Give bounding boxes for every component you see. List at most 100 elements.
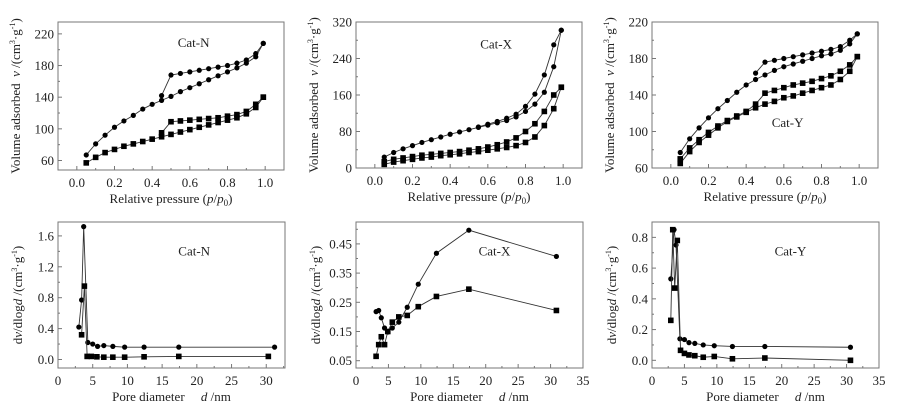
data-point [504, 115, 510, 121]
x-tick-label: 1.0 [555, 173, 571, 188]
data-point [847, 344, 854, 350]
series-line [375, 229, 557, 333]
series-circle-desorption [752, 31, 860, 76]
y-tick-label: 0.8 [38, 290, 54, 305]
data-point [447, 131, 453, 137]
data-point [466, 127, 472, 133]
x-tick-label: 0.6 [776, 173, 793, 188]
data-point [522, 139, 529, 146]
y-tick-label: 140 [629, 88, 649, 103]
data-point [771, 67, 778, 73]
y-axis-label: dv/dlogd /(cm3·g-1) [10, 246, 25, 344]
x-tick-label: 0.4 [144, 175, 161, 190]
data-point [781, 64, 787, 70]
x-tick-label: 5 [681, 373, 688, 388]
data-point [83, 160, 90, 166]
data-point [705, 115, 712, 121]
data-point [532, 91, 538, 97]
data-point [378, 315, 384, 321]
data-point [375, 341, 382, 348]
data-point [243, 57, 249, 63]
data-point [234, 111, 240, 118]
data-point [711, 343, 717, 349]
data-point [551, 64, 557, 70]
data-point [522, 108, 529, 115]
data-point [724, 117, 731, 124]
data-point [373, 353, 379, 360]
data-point [522, 103, 529, 110]
data-point [854, 53, 861, 60]
y-tick-label: 0.0 [632, 353, 648, 368]
x-tick-label: 0 [55, 373, 62, 388]
data-point [428, 151, 435, 158]
data-point [677, 156, 684, 162]
data-point [381, 154, 387, 160]
data-point [389, 325, 395, 331]
data-point [177, 129, 184, 135]
series-circle-adsorption [83, 40, 266, 158]
data-point [93, 141, 99, 147]
x-tick-label: 0.4 [738, 173, 755, 188]
y-tick-label: 320 [333, 15, 353, 30]
plot-frame [57, 221, 286, 369]
data-point [196, 124, 203, 131]
y-axis-label: Volume adsorbed v /(cm3·g-1) [602, 17, 617, 173]
data-point [724, 97, 730, 104]
data-point [781, 84, 787, 91]
y-axis-label: dv/dlogd /(cm3·g-1) [604, 246, 619, 344]
series-line [86, 96, 264, 164]
x-tick-label: 0.2 [700, 173, 716, 188]
data-point [447, 149, 453, 156]
x-tick-label: 30 [840, 373, 853, 388]
data-point [466, 147, 472, 154]
data-point [187, 126, 193, 133]
data-point [715, 106, 721, 112]
data-point [485, 147, 491, 154]
data-point [437, 150, 444, 157]
data-point [140, 106, 146, 112]
y-tick-label: 0.4 [632, 291, 649, 306]
data-point [752, 101, 759, 107]
x-tick-label: 20 [775, 373, 788, 388]
data-point [799, 90, 806, 96]
series-line [755, 33, 858, 74]
data-point [389, 319, 396, 325]
x-tick-label: 25 [225, 373, 238, 388]
data-point [215, 114, 221, 121]
data-point [260, 94, 267, 100]
y-tick-label: 0.45 [329, 236, 352, 251]
sample-annotation: Cat-Y [772, 115, 804, 130]
data-point [818, 75, 825, 82]
x-tick-label: 35 [577, 373, 590, 388]
x-axis-label: Relative pressure (p/p0) [408, 189, 531, 206]
data-point [271, 344, 278, 350]
x-tick-label: 10 [121, 373, 134, 388]
data-point [224, 62, 231, 69]
data-point [158, 133, 165, 140]
data-point [466, 227, 472, 233]
data-point [260, 40, 266, 46]
data-point [837, 44, 843, 50]
data-point [692, 340, 698, 347]
x-tick-label: 0.8 [219, 175, 235, 190]
y-tick-label: 60 [41, 153, 54, 168]
data-point [400, 146, 406, 152]
data-point [215, 64, 221, 70]
data-point [541, 122, 548, 129]
data-point [837, 47, 843, 53]
y-tick-label: 0.05 [329, 353, 352, 368]
x-tick-label: 0.0 [367, 173, 383, 188]
data-point [396, 314, 402, 320]
data-point [762, 59, 768, 65]
data-point [846, 62, 853, 68]
data-point [158, 97, 165, 103]
data-point [818, 53, 825, 59]
data-point [81, 283, 88, 289]
y-tick-label: 0.2 [632, 322, 648, 337]
sample-annotation: Cat-X [480, 36, 512, 51]
x-tick-label: 0.8 [813, 173, 829, 188]
data-point [215, 119, 221, 126]
y-tick-label: 0.6 [632, 261, 649, 276]
data-point [433, 250, 440, 256]
